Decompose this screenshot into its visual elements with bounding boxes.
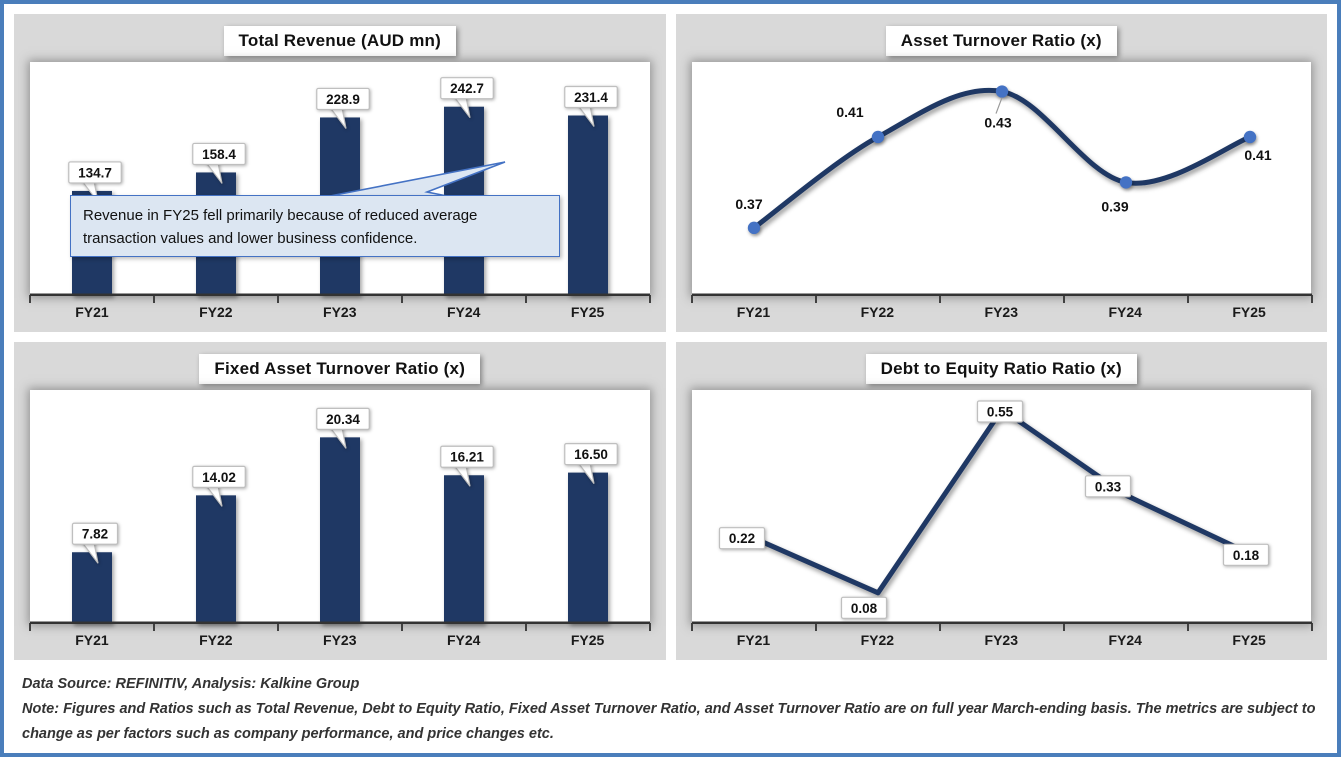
data-label: 7.82 <box>82 527 108 542</box>
x-axis-label: FY24 <box>446 632 481 648</box>
x-axis-label: FY24 <box>1108 632 1142 648</box>
data-label-box <box>192 142 246 166</box>
x-axis-label: FY24 <box>446 304 481 320</box>
x-axis-label: FY25 <box>1232 304 1266 320</box>
data-label: 0.43 <box>984 115 1011 131</box>
data-label-box <box>564 85 618 109</box>
x-axis-label: FY23 <box>323 304 357 320</box>
x-axis-label: FY24 <box>1108 304 1142 320</box>
data-label-box <box>316 87 370 111</box>
x-axis-label: FY22 <box>860 304 895 320</box>
data-point-FY23 <box>995 85 1008 98</box>
x-axis-label: FY22 <box>860 632 895 648</box>
data-label: 0.41 <box>836 104 863 120</box>
panel-asset-turnover: Asset Turnover Ratio (x) 0.37 0.41 0.43 0.3… <box>675 14 1328 332</box>
data-label: 242.7 <box>450 81 484 96</box>
data-label: 134.7 <box>78 165 112 180</box>
x-axis-label: FY23 <box>984 632 1018 648</box>
bar-FY25 <box>568 115 608 296</box>
data-label: 231.4 <box>574 90 608 105</box>
data-point-FY24 <box>1119 176 1132 189</box>
data-label: 0.18 <box>1232 548 1259 563</box>
bar-FY22 <box>196 495 236 624</box>
data-label: 0.22 <box>728 531 754 546</box>
asset-turnover-chart: 0.37 0.41 0.43 0.39 0.41 <box>690 85 1313 303</box>
data-label-box <box>840 596 887 619</box>
data-label: 0.55 <box>986 405 1013 420</box>
x-axis-label: FY25 <box>570 304 605 320</box>
label-leader-line <box>994 97 1003 114</box>
chart-title-fixed-asset-turnover: Fixed Asset Turnover Ratio (x) <box>199 354 481 384</box>
data-label: 0.41 <box>1244 147 1271 163</box>
x-axis-label: FY22 <box>199 304 233 320</box>
data-label-box <box>976 400 1023 423</box>
note-line: Note: Figures and Ratios such as Total R… <box>22 701 1316 742</box>
data-label-box <box>1084 475 1131 498</box>
data-label-box <box>718 527 765 550</box>
x-axis-labels: FY21 FY22 FY23 FY24 FY25 <box>692 304 1312 320</box>
data-label: 20.34 <box>326 412 360 427</box>
data-point-FY22 <box>871 130 884 144</box>
data-label: 0.08 <box>850 601 877 616</box>
plot-area-asset-turnover: 0.37 0.41 0.43 0.39 0.41 <box>690 62 1313 303</box>
title-wrap: Fixed Asset Turnover Ratio (x) <box>14 354 666 386</box>
x-axis-labels: FY21 FY22 FY23 FY24 FY25 <box>30 304 650 320</box>
bar-FY25 <box>568 472 608 624</box>
data-label: 228.9 <box>326 92 360 107</box>
data-label-box <box>440 77 494 100</box>
title-wrap: Debt to Equity Ratio Ratio (x) <box>676 354 1328 386</box>
chart-title-debt-to-equity: Debt to Equity Ratio Ratio (x) <box>865 354 1137 384</box>
x-axis-label: FY21 <box>736 632 771 648</box>
plot-area-fixed-asset-turnover: 7.82 14.02 20.34 16.21 16.50 <box>29 390 651 631</box>
trend-line <box>751 87 1252 231</box>
chart-grid: Total Revenue (AUD mn) 134.7 158.4 228.9 24… <box>14 14 1327 660</box>
data-point-FY25 <box>1243 130 1256 144</box>
x-axis-label: FY23 <box>323 632 357 648</box>
chart-title-asset-turnover: Asset Turnover Ratio (x) <box>885 26 1117 56</box>
revenue-annotation-callout: Revenue in FY25 fell primarily because o… <box>70 195 560 257</box>
bar-FY23 <box>320 437 360 624</box>
x-axis-label: FY22 <box>199 632 233 648</box>
data-label-box <box>316 407 370 430</box>
x-axis-label: FY25 <box>1232 632 1266 648</box>
footer: Data Source: REFINITIV, Analysis: Kalkin… <box>14 660 1327 747</box>
panel-debt-to-equity: Debt to Equity Ratio Ratio (x) 0.22 0.08 0… <box>675 342 1328 660</box>
bar-FY21 <box>72 552 112 624</box>
data-label: 0.39 <box>1101 198 1128 214</box>
x-axis-label: FY21 <box>736 304 771 320</box>
data-label: 158.4 <box>202 147 236 162</box>
panel-total-revenue: Total Revenue (AUD mn) 134.7 158.4 228.9 24… <box>14 14 666 332</box>
x-axis-labels: FY21 FY22 FY23 FY24 FY25 <box>30 632 650 648</box>
x-axis-label: FY21 <box>75 304 109 320</box>
debt-to-equity-chart: 0.22 0.08 0.55 0.33 0.18 <box>690 400 1313 631</box>
x-axis-label: FY23 <box>984 304 1018 320</box>
data-label-box <box>68 161 122 184</box>
data-label-box <box>564 442 618 466</box>
data-label-box <box>1222 543 1269 566</box>
data-label-box <box>440 445 494 468</box>
x-axis-label: FY21 <box>75 632 109 648</box>
data-point-FY21 <box>747 221 760 235</box>
x-axis-labels: FY21 FY22 FY23 FY24 FY25 <box>692 632 1312 648</box>
title-wrap: Total Revenue (AUD mn) <box>14 26 666 58</box>
bar-FY24 <box>444 475 484 624</box>
total-revenue-chart: 134.7 158.4 228.9 242.7 231.4 <box>29 77 651 303</box>
data-label-box <box>192 465 246 488</box>
x-axis-label: FY25 <box>570 632 605 648</box>
data-label: 16.50 <box>574 447 608 462</box>
data-label: 0.33 <box>1094 479 1121 494</box>
plot-area-debt-to-equity: 0.22 0.08 0.55 0.33 0.18 <box>690 390 1313 631</box>
data-label: 0.37 <box>735 196 762 212</box>
panel-fixed-asset-turnover: Fixed Asset Turnover Ratio (x) 7.82 14.02… <box>14 342 666 660</box>
plot-area-total-revenue: 134.7 158.4 228.9 242.7 231.4 Revenue in FY2… <box>29 62 651 303</box>
chart-title-total-revenue: Total Revenue (AUD mn) <box>223 26 456 56</box>
data-source-line: Data Source: REFINITIV, Analysis: Kalkin… <box>22 676 360 692</box>
data-label: 14.02 <box>202 470 236 485</box>
data-label-box <box>71 522 119 545</box>
data-label: 16.21 <box>450 450 484 465</box>
title-wrap: Asset Turnover Ratio (x) <box>676 26 1328 58</box>
fixed-asset-turnover-chart: 7.82 14.02 20.34 16.21 16.50 <box>29 407 651 631</box>
trend-line <box>751 407 1252 596</box>
